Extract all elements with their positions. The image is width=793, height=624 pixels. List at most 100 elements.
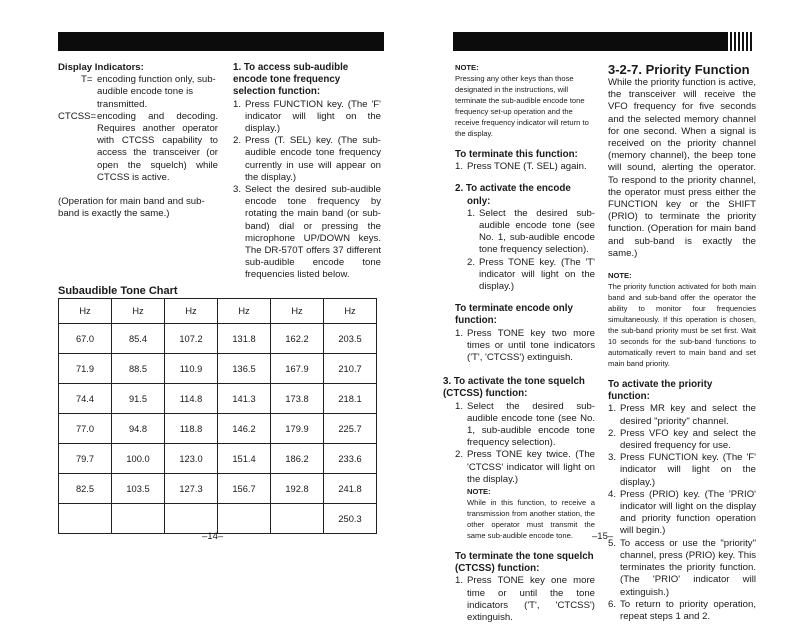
table-cell xyxy=(217,503,271,534)
list-number: 1. xyxy=(608,403,617,415)
table-header-cell: Hz xyxy=(217,298,271,324)
table-row: 79.7 100.0 123.0 151.4 186.2 233.6 xyxy=(58,443,377,474)
table-cell: 82.5 xyxy=(58,473,112,504)
table-cell xyxy=(270,503,324,534)
step2-heading-text: 2. To activate the encode only: xyxy=(455,183,571,207)
left-header-bar xyxy=(58,32,384,51)
table-cell: 88.5 xyxy=(111,353,165,384)
table-header-cell: Hz xyxy=(323,298,377,324)
display-indicators-heading: Display Indicators: xyxy=(58,62,144,73)
priority-note-label: NOTE: xyxy=(608,271,632,281)
table-header-cell: Hz xyxy=(270,298,324,324)
list-number: 2. xyxy=(608,427,617,439)
table-cell: 118.8 xyxy=(164,413,218,444)
note2-text: While in this function, to receive a tra… xyxy=(467,498,595,541)
table-cell: 136.5 xyxy=(217,353,271,384)
table-cell: 114.8 xyxy=(164,383,218,414)
table-cell xyxy=(164,503,218,534)
list-item-text: Press FUNCTION key. (The 'F' indicator w… xyxy=(620,452,756,488)
terminate-function-heading: To terminate this function: xyxy=(455,149,578,160)
list-item: 1. Press FUNCTION key. (The 'F' indicator… xyxy=(233,98,381,135)
table-cell: 91.5 xyxy=(111,383,165,414)
note-text: Pressing any other keys than those desig… xyxy=(455,74,589,138)
table-cell: 192.8 xyxy=(270,473,324,504)
table-cell: 173.8 xyxy=(270,383,324,414)
table-cell: 123.0 xyxy=(164,443,218,474)
table-row: 71.9 88.5 110.9 136.5 167.9 210.7 xyxy=(58,353,377,384)
list-item-text: To return to priority operation, repeat … xyxy=(620,598,756,622)
list-item: 2. Press VFO key and select the desired f… xyxy=(608,428,756,452)
right-col-1: NOTE: Pressing any other keys than those… xyxy=(443,62,595,624)
table-cell: 203.5 xyxy=(323,323,377,354)
ctcss-indicator-key: CTCSS= xyxy=(58,110,97,122)
list-item-text: Select the desired sub-audible encode to… xyxy=(245,184,381,281)
table-row: 67.0 85.4 107.2 131.8 162.2 203.5 xyxy=(58,323,377,354)
list-item: 1. Press TONE key two more times or until… xyxy=(455,327,595,364)
table-cell: 94.8 xyxy=(111,413,165,444)
list-item-text: Press FUNCTION key. (The 'F' indicator w… xyxy=(245,98,381,135)
step3-heading: 3. To activate the tone squelch (CTCSS) … xyxy=(443,376,585,400)
table-row: 82.5 103.5 127.3 156.7 192.8 241.8 xyxy=(58,473,377,504)
table-row: 250.3 xyxy=(58,503,377,534)
list-number: 6. xyxy=(608,598,617,610)
table-cell: 74.4 xyxy=(58,383,112,414)
table-cell xyxy=(111,503,165,534)
table-cell: 167.9 xyxy=(270,353,324,384)
list-item-text: Press (T. SEL) key. (The sub-audible enc… xyxy=(245,135,381,183)
table-header-cell: Hz xyxy=(164,298,218,324)
table-cell: 141.3 xyxy=(217,383,271,414)
priority-body: While the priority function is active, t… xyxy=(608,77,756,259)
list-item: 2. Press (T. SEL) key. (The sub-audible e… xyxy=(233,135,381,183)
table-cell: 186.2 xyxy=(270,443,324,474)
list-item-text: Select the desired sub-audible encode to… xyxy=(479,207,595,256)
list-number: 4. xyxy=(608,488,617,500)
display-indicators: Display Indicators: T= encoding function … xyxy=(58,62,218,220)
list-item: 1. Press TONE key one more time or until … xyxy=(455,575,595,624)
step2-heading: 2. To activate the encode only: xyxy=(455,183,595,207)
table-cell: 103.5 xyxy=(111,473,165,504)
barcode-mark xyxy=(728,32,752,51)
table-cell: 225.7 xyxy=(323,413,377,444)
table-cell: 131.8 xyxy=(217,323,271,354)
list-item-text: Press TONE (T. SEL) again. xyxy=(467,161,587,173)
note-label: NOTE: xyxy=(455,63,479,72)
table-cell: 77.0 xyxy=(58,413,112,444)
table-cell: 151.4 xyxy=(217,443,271,474)
right-header-bar xyxy=(453,32,752,51)
list-item: 1. Press TONE (T. SEL) again. xyxy=(455,161,587,173)
list-item: 3. Select the desired sub-audible encode … xyxy=(233,184,381,281)
table-cell: 107.2 xyxy=(164,323,218,354)
list-item: 6. To return to priority operation, repea… xyxy=(608,599,756,623)
table-cell: 179.9 xyxy=(270,413,324,444)
operation-note: (Operation for main band and sub-band is… xyxy=(58,196,205,220)
table-cell: 241.8 xyxy=(323,473,377,504)
table-cell: 67.0 xyxy=(58,323,112,354)
table-cell: 210.7 xyxy=(323,353,377,384)
subaudible-tone-table: Hz Hz Hz Hz Hz Hz 67.0 85.4 107.2 131.8 162.2 203.5… xyxy=(58,298,377,534)
table-row: 77.0 94.8 118.8 146.2 179.9 225.7 xyxy=(58,413,377,444)
list-item-text: Press TONE key one more time or until th… xyxy=(467,575,595,624)
table-cell: 162.2 xyxy=(270,323,324,354)
list-item: 2. Press TONE key. (The 'T' indicator wil… xyxy=(467,256,595,293)
list-item-text: Press MR key and select the desired "pri… xyxy=(620,403,756,427)
table-cell: 218.1 xyxy=(323,383,377,414)
step1-heading-text: 1. To access sub-audible encode tone fre… xyxy=(233,62,349,98)
table-cell: 71.9 xyxy=(58,353,112,384)
list-item: 5. To access or use the "priority" channe… xyxy=(608,538,756,599)
list-number: 5. xyxy=(608,537,617,549)
list-item-text: Press TONE key twice. (The 'CTCSS' indic… xyxy=(467,449,595,485)
terminate-encode-heading: To terminate encode only function: xyxy=(455,303,573,327)
t-indicator-key: T= xyxy=(81,74,93,86)
table-header-cell: Hz xyxy=(58,298,112,324)
list-item: 4. Press (PRIO) key. (The 'PRIO' indicato… xyxy=(608,489,756,538)
terminate-ctcss-heading: To terminate the tone squelch (CTCSS) fu… xyxy=(455,551,594,575)
table-header-row: Hz Hz Hz Hz Hz Hz xyxy=(58,298,377,324)
right-col-2: 3-2-7. Priority Function While the prior… xyxy=(608,62,756,623)
activate-priority-heading: To activate the priority function: xyxy=(608,379,713,403)
priority-note: The priority function activated for both… xyxy=(608,282,756,369)
list-item: 1. Select the desired sub-audible encode … xyxy=(455,400,595,449)
list-item-text: Press TONE key two more times or until t… xyxy=(467,327,595,364)
table-cell: 85.4 xyxy=(111,323,165,354)
note2-label: NOTE: xyxy=(467,487,491,497)
table-cell: 156.7 xyxy=(217,473,271,504)
